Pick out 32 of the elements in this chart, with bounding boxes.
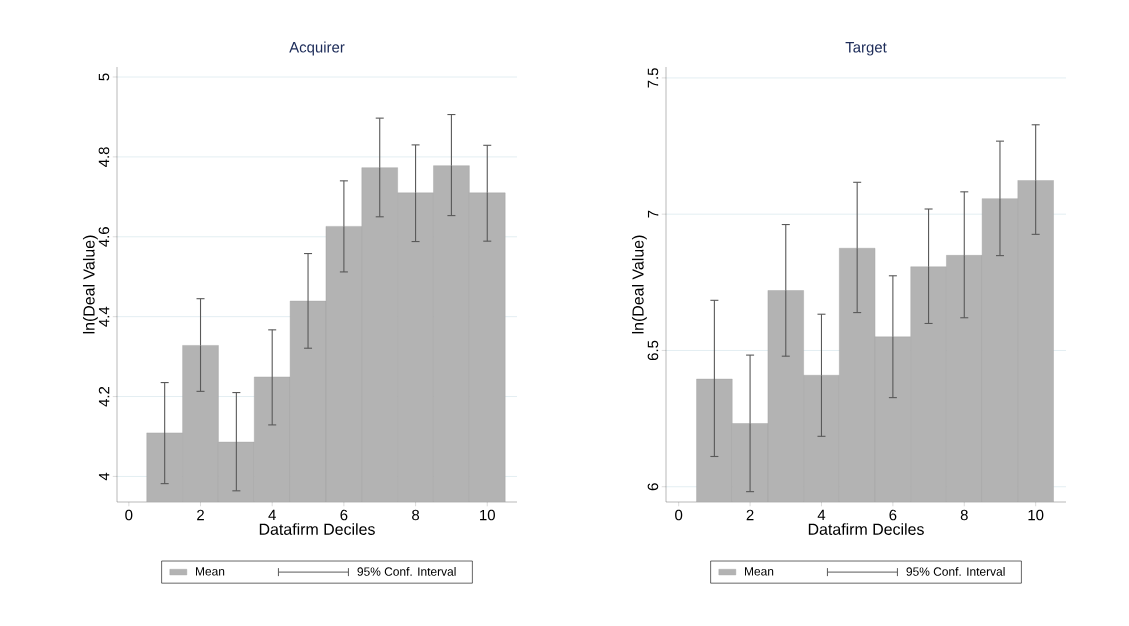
legend-label: Mean (745, 567, 774, 576)
x-tick-label: 2 (746, 509, 754, 521)
y-tick-label: 4.8 (98, 147, 110, 167)
y-tick-label: 4.4 (98, 306, 110, 327)
text: 95% Conf. Interval (357, 567, 456, 576)
text: 95% Conf. Interval (906, 567, 1005, 576)
y-tick-label: 6.5 (647, 340, 659, 361)
y-axis-title: ln(Deal Value) (82, 235, 98, 334)
x-tick-label: 6 (889, 509, 897, 521)
legend-label: Mean (196, 567, 225, 576)
y-tick-label: 4 (98, 472, 110, 481)
y-tick-label: 5 (98, 73, 110, 81)
y-tick-label: 4.6 (98, 227, 110, 247)
x-axis-title: Datafirm Deciles (259, 523, 375, 535)
y-tick-label: 6 (647, 483, 659, 491)
y-tick-label: 4.2 (98, 386, 110, 407)
x-tick-label: 4 (817, 509, 826, 521)
chart-title: Acquirer (289, 41, 345, 56)
x-axis-title: Datafirm Deciles (808, 523, 924, 535)
x-tick-label: 10 (1028, 509, 1044, 521)
x-tick-label: 8 (412, 509, 420, 521)
chart-title: Target (845, 42, 887, 56)
y-axis-title: ln(Deal Value) (631, 235, 647, 334)
x-tick-label: 6 (340, 509, 348, 521)
x-tick-label: 10 (480, 509, 495, 521)
y-tick-label: 7 (647, 210, 659, 218)
x-tick-label: 0 (675, 509, 683, 521)
x-tick-label: 8 (960, 509, 968, 521)
y-tick-label: 7.5 (647, 68, 659, 88)
x-tick-label: 0 (125, 509, 133, 521)
x-tick-label: 2 (197, 509, 204, 521)
x-tick-label: 4 (268, 509, 276, 521)
